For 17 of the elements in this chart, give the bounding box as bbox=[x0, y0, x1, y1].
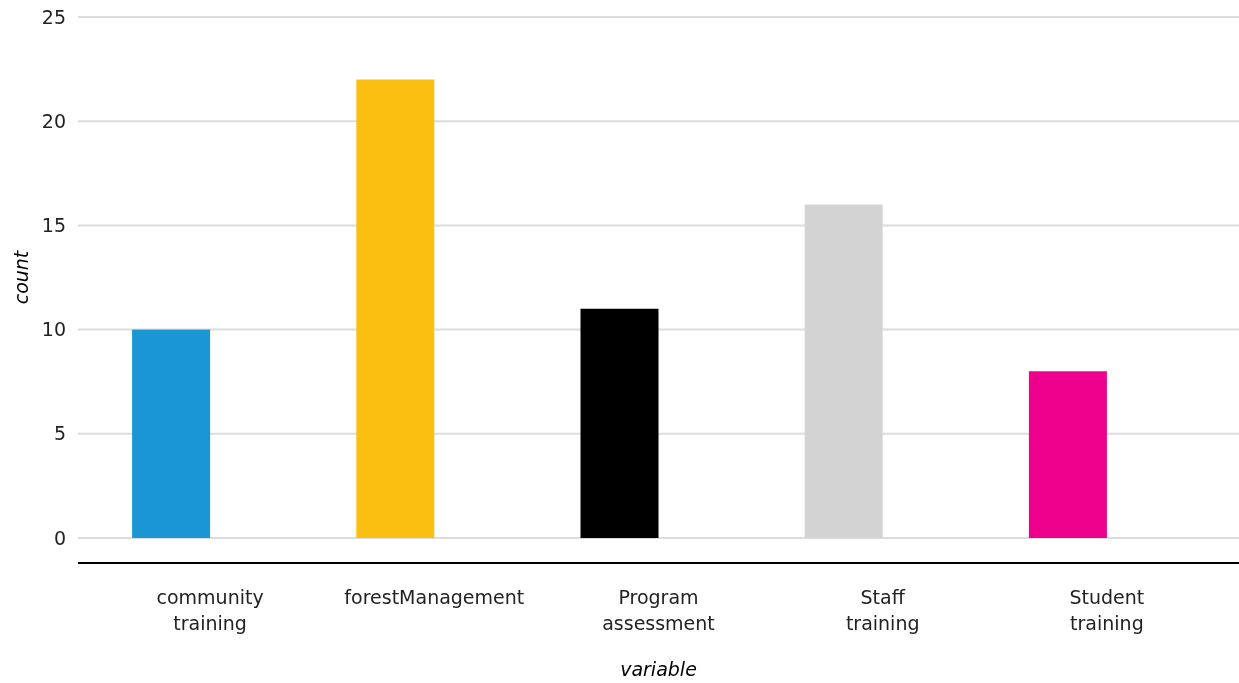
bar bbox=[356, 79, 435, 538]
y-tick-label: 20 bbox=[41, 109, 66, 132]
x-axis-title: variable bbox=[620, 658, 697, 680]
x-tick-label: Program assessment bbox=[602, 586, 715, 634]
y-axis-title: count bbox=[10, 249, 32, 305]
y-tick-label: 5 bbox=[53, 422, 66, 445]
y-tick-label: 10 bbox=[41, 318, 66, 341]
x-tick-label: Student training bbox=[1069, 586, 1145, 634]
y-tick-label: 15 bbox=[41, 213, 66, 236]
y-tick-label: 25 bbox=[41, 5, 66, 28]
bar bbox=[132, 329, 211, 538]
y-tick-label: 0 bbox=[53, 526, 66, 549]
bar bbox=[1028, 371, 1107, 538]
x-tick-label: community training bbox=[156, 586, 264, 634]
bar bbox=[580, 308, 659, 538]
x-tick-label: Staff training bbox=[845, 586, 920, 634]
x-tick-label: forestManagement bbox=[344, 586, 525, 608]
